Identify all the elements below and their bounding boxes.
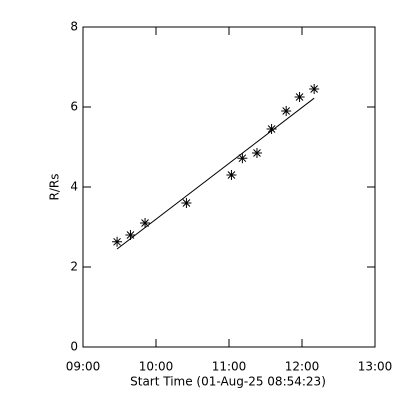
data-point (266, 124, 277, 134)
x-tick-label: 13:00 (358, 360, 393, 374)
data-point (309, 84, 320, 94)
y-tick-label: 0 (70, 340, 78, 354)
data-point (181, 198, 192, 208)
y-tick-label: 6 (70, 100, 78, 114)
data-point (226, 170, 237, 180)
data-point (237, 153, 248, 164)
data-point (281, 106, 292, 116)
y-axis-label: R/Rs (48, 174, 62, 201)
y-tick-label: 8 (70, 20, 78, 34)
x-tick-label: 09:00 (66, 360, 101, 374)
y-tick-label: 2 (70, 260, 78, 274)
y-tick-label: 4 (70, 180, 78, 194)
data-point (112, 236, 123, 247)
plot-frame (82, 26, 376, 348)
data-point (140, 218, 151, 228)
x-tick-label: 10:00 (139, 360, 174, 374)
data-point (251, 148, 262, 158)
x-axis-label: Start Time (01-Aug-25 08:54:23) (130, 375, 326, 389)
data-point (294, 92, 305, 102)
fit-line (116, 97, 315, 250)
x-tick-label: 11:00 (212, 360, 247, 374)
x-tick-label: 12:00 (285, 360, 320, 374)
data-point (125, 230, 136, 240)
